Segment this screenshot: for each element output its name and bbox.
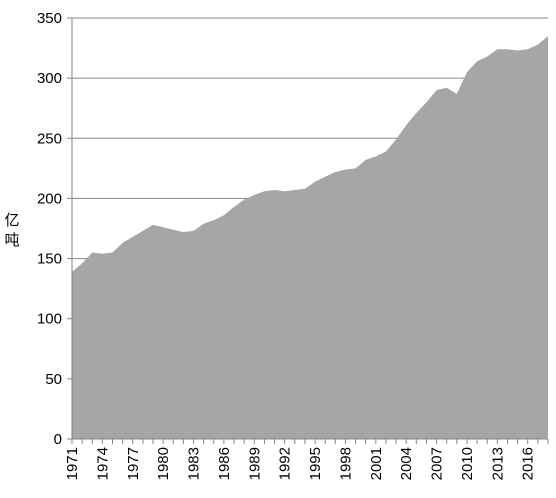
x-tick-label: 1989 <box>246 447 263 480</box>
x-tick-label: 2013 <box>489 447 506 480</box>
x-tick-labels: 1971 1974 1977 1980 1983 1986 1989 1992 1995 1998… <box>64 447 537 480</box>
x-tick-label: 2004 <box>398 447 415 480</box>
x-tick-label: 1986 <box>216 447 233 480</box>
y-tick-label: 150 <box>37 251 62 268</box>
x-tick-label: 1983 <box>186 447 203 480</box>
axes <box>67 17 549 444</box>
x-tick-label: 2001 <box>368 447 385 480</box>
x-tick-label: 1998 <box>337 447 354 480</box>
x-tick-label: 1995 <box>307 447 324 480</box>
y-tick-label: 0 <box>54 431 62 448</box>
x-tick-label: 1992 <box>277 447 294 480</box>
y-tick-label: 200 <box>37 190 62 207</box>
y-tick-label: 50 <box>45 371 62 388</box>
y-tick-label: 100 <box>37 311 62 328</box>
x-tick-label: 1974 <box>94 447 111 480</box>
y-tick-label: 350 <box>37 10 62 27</box>
x-tick-label: 1971 <box>64 447 81 480</box>
y-axis-label-char: 亿 <box>4 211 19 229</box>
y-axis-label: 亿吨 <box>4 211 19 249</box>
x-tick-label: 2007 <box>429 447 446 480</box>
area-series <box>72 36 548 440</box>
y-tick-label: 250 <box>37 130 62 147</box>
x-tick-label: 2016 <box>520 447 537 480</box>
y-tick-labels: 0 50 100 150 200 250 300 350 <box>37 10 62 448</box>
x-tick-label: 2010 <box>459 447 476 480</box>
y-axis-label-char: 吨 <box>4 231 19 249</box>
x-tick-label: 1980 <box>155 447 172 480</box>
x-tick-label: 1977 <box>125 447 142 480</box>
y-tick-label: 300 <box>37 70 62 87</box>
